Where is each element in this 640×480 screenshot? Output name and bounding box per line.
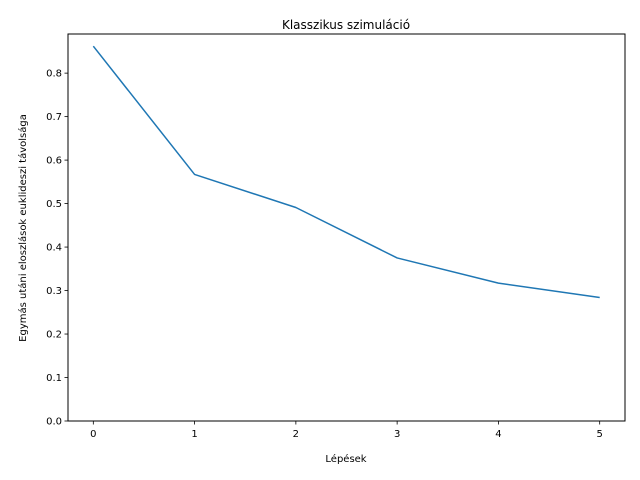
x-tick-label: 5	[596, 429, 602, 440]
y-tick-label: 0.7	[46, 112, 62, 123]
x-tick-label: 4	[495, 429, 501, 440]
series-line	[92, 45, 600, 299]
y-tick-label: 0.4	[46, 243, 62, 254]
x-axis-label: Lépések	[325, 453, 366, 465]
y-axis-label: Egymás utáni eloszlások euklideszi távol…	[17, 114, 29, 342]
y-tick-label: 0.2	[46, 330, 62, 341]
y-axis-ticks: 0.0 0.1 0.2 0.3 0.4 0.5 0.6 0.7 0.8	[46, 69, 68, 428]
x-tick-label: 1	[191, 429, 197, 440]
y-tick-label: 0.5	[46, 199, 62, 210]
y-tick-label: 0.6	[46, 156, 62, 167]
plot-frame	[67, 33, 626, 422]
x-tick-label: 3	[394, 429, 400, 440]
x-axis-ticks: 0 1 2 3 4 5	[90, 421, 603, 440]
y-tick-label: 0.0	[46, 417, 62, 428]
series-layer	[92, 45, 600, 299]
x-tick-label: 0	[90, 429, 96, 440]
y-tick-label: 0.3	[46, 286, 62, 297]
y-tick-label: 0.8	[46, 69, 62, 80]
chart-title: Klasszikus szimuláció	[282, 18, 410, 32]
y-tick-label: 0.1	[46, 373, 62, 384]
x-tick-label: 2	[293, 429, 299, 440]
